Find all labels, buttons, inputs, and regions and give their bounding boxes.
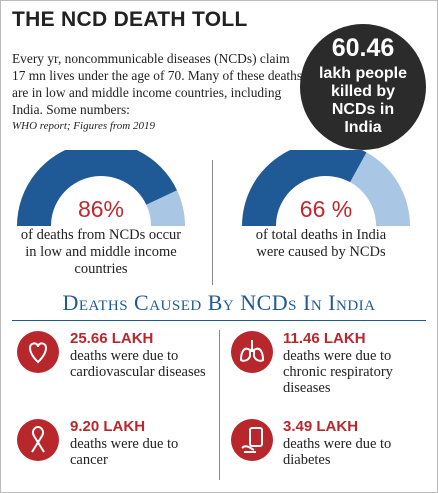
rule <box>12 320 426 321</box>
heart-icon <box>17 331 59 373</box>
cause-amount: 3.49 LAKH <box>283 418 359 435</box>
title: THE NCD DEATH TOLL <box>12 8 248 31</box>
gauge-remainder <box>146 190 185 226</box>
callout-text: lakh people killed by NCDs in India <box>318 65 408 136</box>
gauges <box>17 150 410 226</box>
cause-text: deaths were due to cardiovascular diseas… <box>70 348 206 380</box>
glucometer-icon <box>231 419 273 461</box>
divider <box>219 330 220 480</box>
cause-text: deaths were due to diabetes <box>283 436 392 468</box>
source-note: WHO report; Figures from 2019 <box>12 120 155 132</box>
gauge-label: 86% <box>77 196 125 222</box>
lungs-icon <box>231 331 273 373</box>
callout-circle: 60.46 lakh people killed by NCDs in Indi… <box>300 24 426 150</box>
cause-amount: 25.66 LAKH <box>70 330 154 347</box>
intro-text: Every yr, noncommunicable diseases (NCDs… <box>12 51 303 117</box>
gauge-fill <box>17 150 178 226</box>
cause-text: deaths were due to cancer <box>70 436 179 468</box>
gauge-fill <box>242 150 367 226</box>
divider <box>212 160 213 285</box>
cause-amount: 9.20 LAKH <box>70 418 146 435</box>
gauge-caption: of total deaths in India were caused by … <box>255 227 387 260</box>
section-title: Deaths Caused By NCDs In India <box>62 290 376 315</box>
cause-amount: 11.46 LAKH <box>283 330 366 347</box>
gauge-caption: of deaths from NCDs occur in low and mid… <box>20 227 182 277</box>
callout-value: 60.46 <box>331 34 395 62</box>
gauge-label: 66 % <box>299 196 353 222</box>
cause-text: deaths were due to chronic respiratory d… <box>283 348 393 396</box>
ribbon-icon <box>17 419 59 461</box>
gauge-remainder <box>350 152 410 226</box>
